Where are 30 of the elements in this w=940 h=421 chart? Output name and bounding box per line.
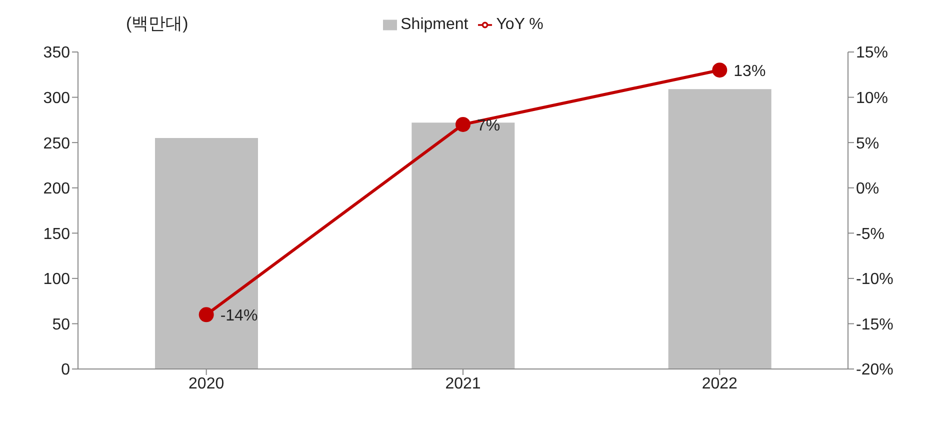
point — [198, 307, 214, 322]
point — [456, 116, 470, 132]
y2-tick-label: 0% — [856, 180, 880, 198]
y-tick-label: 100 — [43, 271, 70, 288]
y-axis-title: (백만대) — [126, 13, 188, 35]
y2-tick-label: -15% — [856, 316, 894, 334]
y-tick-label: 50 — [52, 316, 70, 334]
y2-tick-label: 10% — [856, 90, 888, 107]
y-tick-label: 350 — [43, 44, 70, 62]
y2-tick-label: -10% — [856, 271, 894, 288]
bar — [155, 138, 258, 369]
data-label: 7% — [477, 117, 500, 134]
y-tick-label: 150 — [43, 226, 70, 243]
y2-tick-label: -5% — [856, 226, 884, 243]
y2-tick-label: 15% — [856, 44, 888, 62]
x-tick-label: 2021 — [445, 375, 481, 392]
data-label: 13% — [734, 63, 766, 80]
x-tick-label: 2020 — [188, 375, 224, 392]
legend-label: YoY % — [496, 16, 544, 33]
y2-tick-label: -20% — [856, 362, 894, 379]
y-tick-label: 0 — [61, 362, 70, 379]
legend-label: Shipment — [400, 16, 468, 33]
x-tick-label: 2022 — [702, 375, 738, 392]
point — [712, 62, 728, 78]
y2-tick-label: 5% — [856, 135, 880, 152]
y-tick-label: 300 — [43, 90, 70, 107]
bar — [668, 89, 772, 369]
y-tick-label: 200 — [43, 180, 70, 198]
y-tick-label: 250 — [43, 135, 70, 152]
data-label: -14% — [220, 308, 258, 325]
